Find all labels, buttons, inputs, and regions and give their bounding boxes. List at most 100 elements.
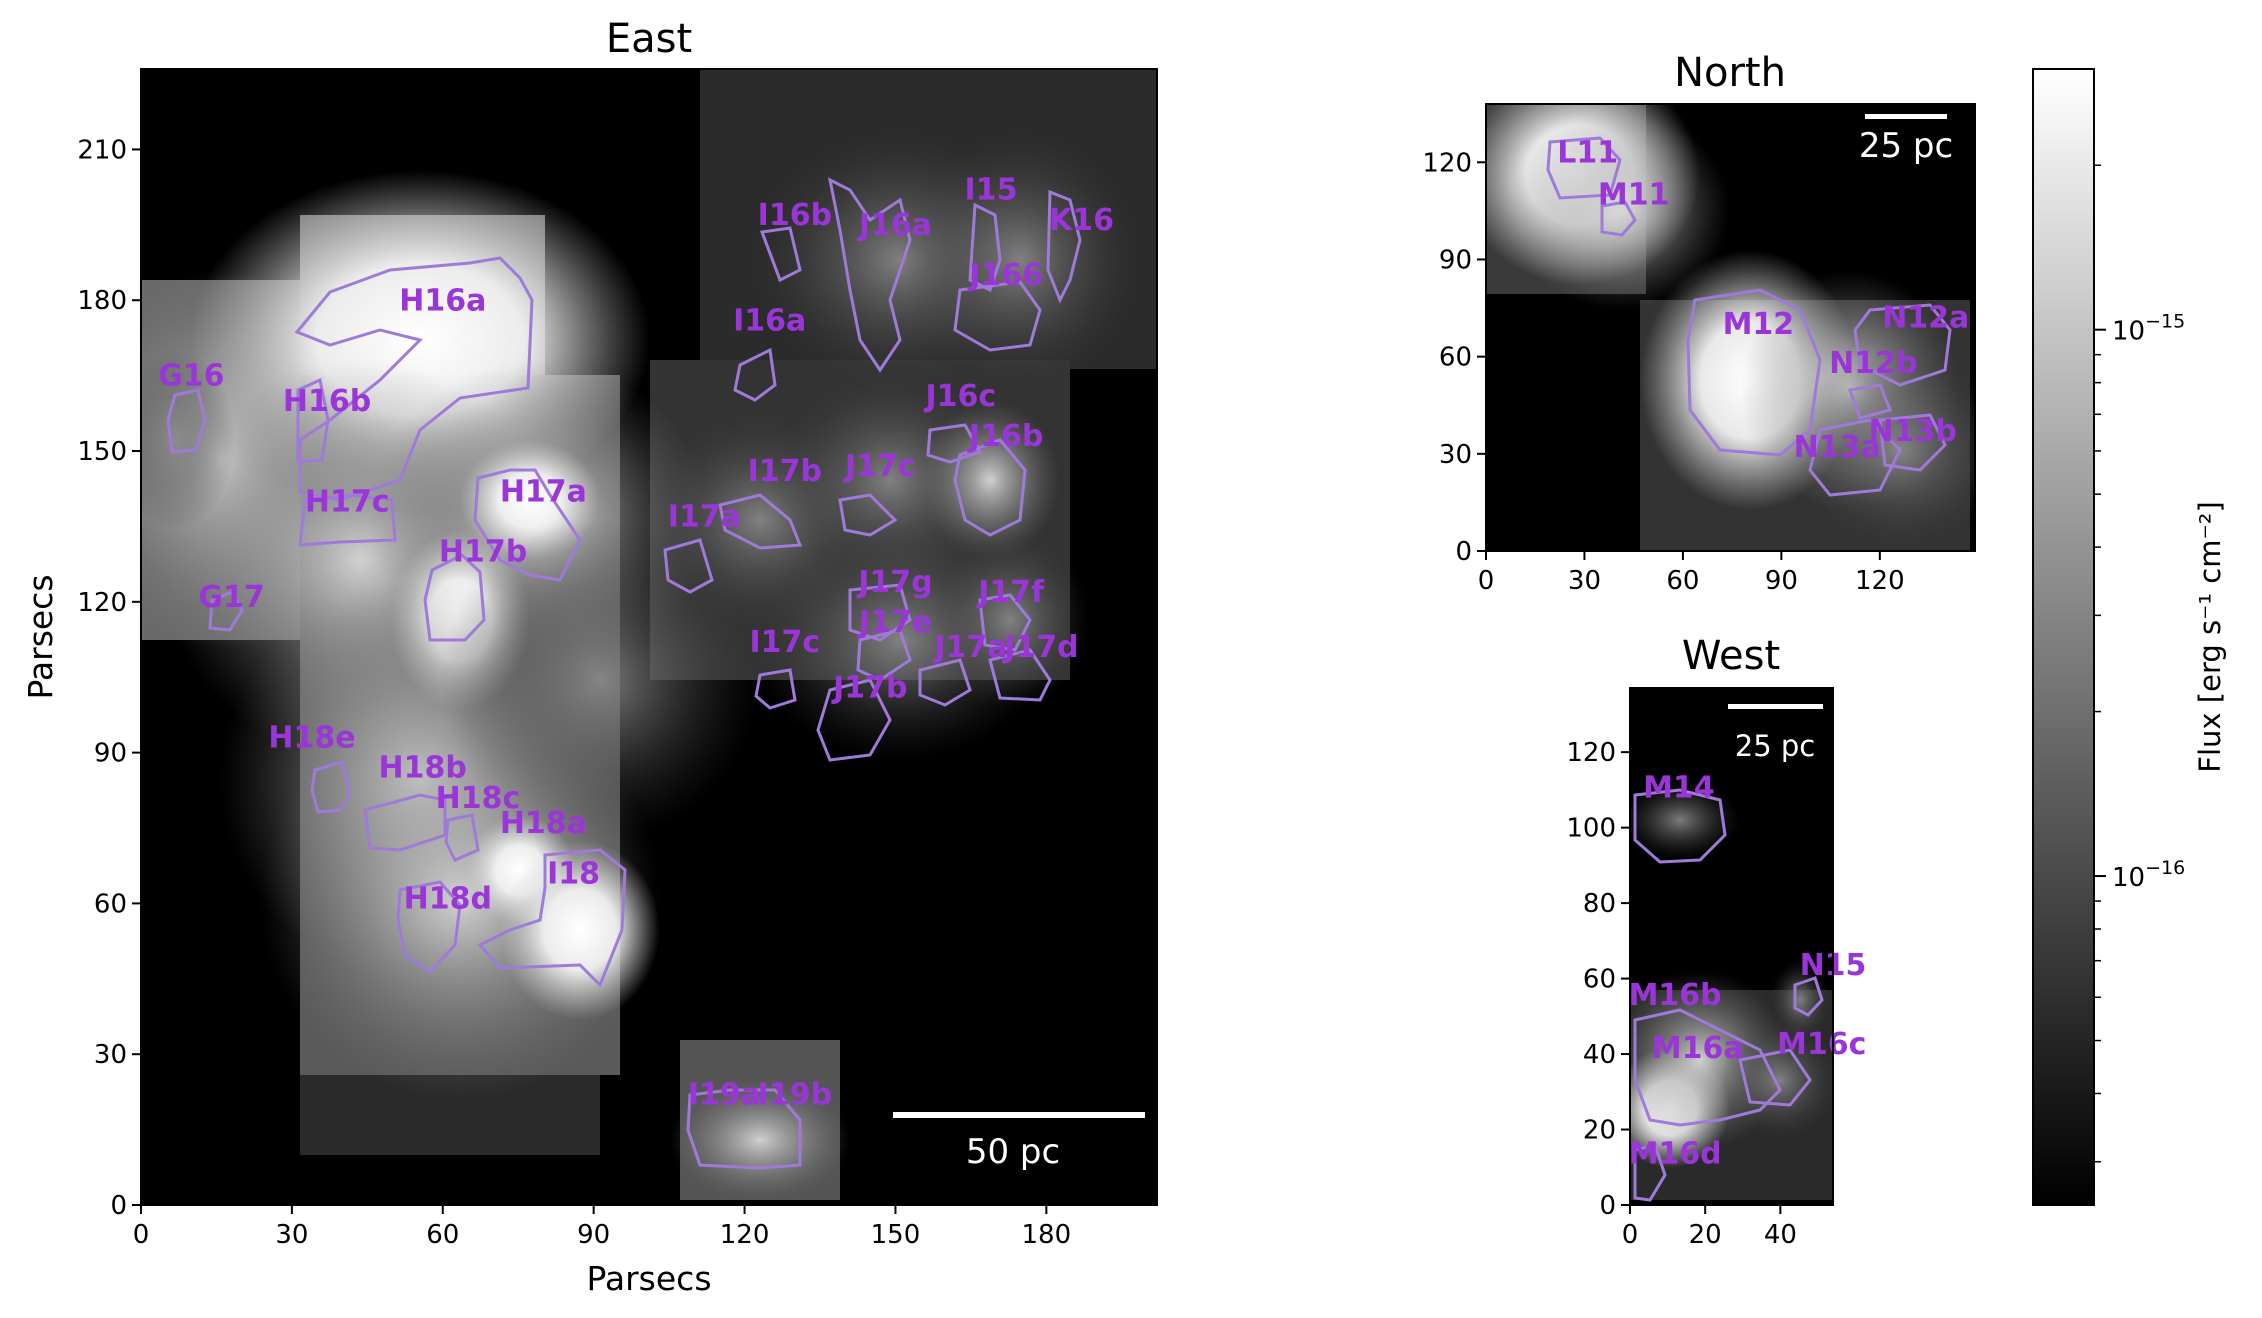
east-scale-bar: 50 pc: [893, 1112, 1145, 1172]
region-label: N13b: [1868, 414, 1956, 449]
region-label: H18b: [378, 751, 466, 786]
east-y-tick-label: 180: [77, 286, 127, 316]
region-label: M16a: [1652, 1031, 1744, 1066]
colorbar-tick-base: 10: [2112, 317, 2145, 347]
east-y-tick-label: 30: [94, 1040, 127, 1070]
east-y-tick-label: 210: [77, 135, 127, 165]
region-label: J17d: [1002, 630, 1078, 665]
region-label: J16a: [857, 208, 932, 243]
region-label: N13a: [1794, 430, 1881, 465]
region-label: M16d: [1629, 1136, 1722, 1171]
region-label: G17: [198, 580, 264, 615]
north-scale-bar-label: 25 pc: [1859, 126, 1953, 166]
colorbar-frame: [2032, 68, 2095, 1206]
north-y-tick-label: 0: [1455, 537, 1472, 567]
north-flux-image: [1486, 104, 1975, 550]
region-label: J17c: [843, 449, 916, 484]
north-x-axis: 0 30 60 90 120: [1478, 551, 1905, 596]
region-label: M16b: [1629, 978, 1722, 1013]
region-label: J16c: [923, 379, 996, 414]
west-x-tick-label: 40: [1764, 1220, 1797, 1250]
east-flux-image: [141, 69, 1157, 1200]
region-label: N12a: [1882, 301, 1969, 336]
colorbar-label: Flux [erg s⁻¹ cm⁻²]: [2193, 501, 2227, 772]
north-scale-bar-line: [1865, 114, 1947, 119]
east-x-tick-label: 90: [577, 1220, 610, 1250]
region-label: J17b: [831, 670, 907, 705]
east-y-tick-label: 120: [77, 588, 127, 618]
west-y-tick-label: 60: [1583, 965, 1616, 995]
west-x-tick-label: 0: [1622, 1220, 1639, 1250]
north-x-tick-label: 90: [1765, 566, 1798, 596]
east-x-tick-label: 120: [720, 1220, 770, 1250]
west-panel-title: West: [1682, 633, 1780, 679]
region-label: I17c: [749, 625, 820, 660]
north-y-tick-label: 60: [1439, 343, 1472, 373]
colorbar-tick-label: 10−15: [2112, 311, 2185, 347]
region-label: H18c: [436, 781, 521, 816]
east-y-tick-label: 90: [94, 739, 127, 769]
region-label: I17a: [668, 499, 741, 534]
region-label: H16a: [399, 283, 486, 318]
west-plot-frame: [1629, 687, 1834, 1206]
region-label: M14: [1643, 770, 1715, 805]
colorbar-tick-label: 10−16: [2112, 857, 2185, 893]
east-x-axis: 0 30 60 90 120 150 180: [133, 1205, 1071, 1250]
region-label: J166: [967, 258, 1043, 293]
north-y-tick-label: 120: [1422, 148, 1472, 178]
east-scale-bar-line: [893, 1112, 1145, 1118]
region-label: I18: [547, 856, 600, 891]
region-label: I15: [965, 173, 1018, 208]
region-label: H16b: [283, 384, 371, 419]
north-plot-frame: [1485, 103, 1976, 552]
region-label: I16a: [733, 303, 806, 338]
region-label: I19a: [688, 1077, 761, 1112]
east-y-tick-label: 0: [110, 1191, 127, 1221]
west-y-tick-label: 120: [1566, 738, 1616, 768]
east-y-axis-title: Parsecs: [21, 574, 60, 699]
region-label: G16: [158, 359, 224, 394]
region-label: H18a: [500, 806, 587, 841]
east-plot-frame: [140, 68, 1158, 1206]
west-x-axis: 0 20 40: [1622, 1205, 1797, 1250]
west-y-axis: 0 20 40 60 80 100 120: [1566, 738, 1630, 1221]
north-scale-bar: 25 pc: [1859, 114, 1953, 166]
region-label: I17b: [748, 454, 822, 489]
west-y-tick-label: 40: [1583, 1040, 1616, 1070]
colorbar-tick-exponent: −16: [2145, 857, 2185, 879]
east-region-contours: [166, 177, 1082, 1170]
region-label: J17a: [932, 630, 1007, 665]
region-label: J16b: [967, 419, 1043, 454]
region-label: K16: [1049, 203, 1114, 238]
west-scale-bar-line: [1728, 704, 1823, 709]
west-y-tick-label: 0: [1599, 1191, 1616, 1221]
east-y-tick-label: 60: [94, 889, 127, 919]
east-x-tick-label: 60: [426, 1220, 459, 1250]
east-panel-title: East: [606, 16, 692, 62]
colorbar-gradient: [2033, 69, 2094, 1205]
north-x-tick-label: 30: [1568, 566, 1601, 596]
region-label: M11: [1598, 177, 1670, 212]
east-x-tick-label: 0: [133, 1220, 150, 1250]
north-region-contours: [1546, 136, 1952, 497]
west-y-tick-label: 100: [1566, 814, 1616, 844]
region-label: H18d: [404, 881, 492, 916]
east-y-tick-label: 150: [77, 437, 127, 467]
region-label: M16c: [1777, 1027, 1866, 1062]
region-label: M12: [1723, 307, 1795, 342]
east-x-tick-label: 150: [871, 1220, 921, 1250]
region-label: H17b: [439, 535, 527, 570]
west-y-tick-label: 20: [1583, 1116, 1616, 1146]
region-label: I16b: [758, 198, 832, 233]
region-label: H18e: [268, 721, 355, 756]
east-x-tick-label: 30: [275, 1220, 308, 1250]
